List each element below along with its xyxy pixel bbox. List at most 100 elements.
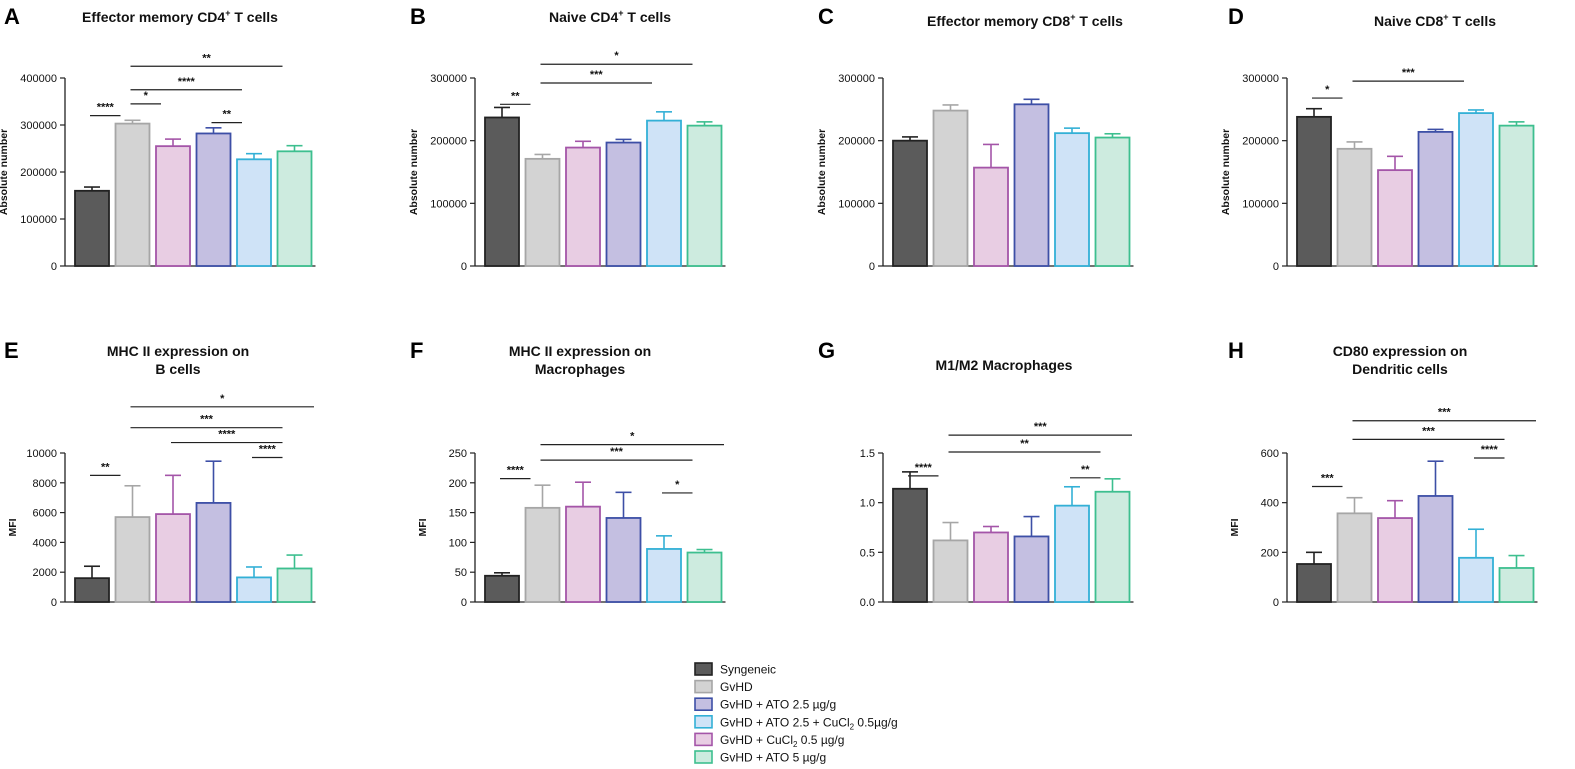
bar-ato5	[1094, 136, 1131, 267]
y-tick-label: 200000	[1242, 136, 1279, 148]
panel-letter: C	[818, 4, 834, 29]
panel-c: C Effector memory CD8+ T cells 0 100000 2000…	[816, 4, 1134, 273]
significance-label: *	[1325, 84, 1330, 96]
bar-cucl	[565, 505, 601, 603]
bar-ato25	[1013, 103, 1050, 267]
significance-label: ****	[97, 102, 115, 114]
panel-letter: H	[1228, 338, 1244, 363]
legend-text: 0.5µg/g	[854, 715, 898, 729]
bar-cu	[1054, 504, 1090, 603]
y-tick-label: 200000	[838, 136, 875, 148]
bar-syn	[74, 577, 110, 603]
y-tick-label: 200000	[430, 136, 467, 148]
y-axis-label: MFI	[7, 518, 19, 536]
bar-ato25	[195, 502, 232, 603]
bar-cu	[1458, 556, 1494, 603]
bar-cucl	[155, 145, 191, 267]
significance-label: *	[630, 431, 635, 443]
title-superscript: +	[1070, 12, 1075, 22]
panel-title: Naive CD4+ T cells	[549, 8, 671, 25]
bar-gvhd	[1336, 147, 1373, 267]
y-tick-label: 0	[51, 261, 57, 273]
significance-label: **	[101, 461, 110, 473]
bar-cu	[1054, 132, 1090, 267]
legend-text: GvHD + ATO 2.5 + CuCl	[720, 715, 850, 729]
bar-cu	[1458, 112, 1494, 267]
y-tick-label: 0	[1273, 597, 1279, 609]
panel-letter: G	[818, 338, 835, 363]
significance-label: *	[614, 50, 619, 62]
legend-subscript: 2	[850, 722, 855, 731]
bar-ato5	[276, 567, 313, 603]
significance-label: ***	[1402, 67, 1416, 79]
bar-gvhd	[114, 516, 151, 603]
y-tick-label: 0	[51, 597, 57, 609]
bar-ato5	[1094, 490, 1131, 603]
y-tick-label: 600	[1261, 448, 1279, 460]
y-tick-label: 200	[449, 478, 467, 490]
significance-label: ****	[218, 429, 236, 441]
title-text: T cells	[1075, 13, 1123, 29]
title-superscript: +	[618, 8, 623, 18]
panel-title: Naive CD8+ T cells	[1374, 12, 1496, 29]
panel-f: F MHC II expression on Macrophages 0 50 100 15…	[410, 338, 726, 609]
significance-label: **	[511, 90, 520, 102]
significance-label: *	[675, 479, 680, 491]
y-tick-label: 50	[455, 567, 467, 579]
bar-ato25	[195, 132, 232, 267]
bar-cucl	[155, 513, 191, 603]
bar-gvhd	[114, 122, 151, 267]
bar-ato25	[1417, 130, 1454, 267]
significance-label: ***	[610, 446, 624, 458]
y-tick-label: 0.0	[860, 597, 875, 609]
significance-label: ****	[1481, 444, 1499, 456]
bar-syn	[484, 116, 520, 267]
y-tick-label: 200000	[20, 167, 57, 179]
legend-label: GvHD	[720, 680, 753, 694]
legend-subscript: 2	[793, 740, 798, 749]
bar-cu	[236, 576, 272, 603]
panel-title-line: Macrophages	[535, 361, 625, 377]
bar-ato25	[605, 141, 642, 267]
significance-label: *	[144, 90, 149, 102]
panel-title-line: Dendritic cells	[1352, 361, 1448, 377]
y-tick-label: 0	[1273, 261, 1279, 273]
panel-d: D Naive CD8+ T cells 0 100000 200000 300000 Ab…	[1220, 4, 1538, 273]
significance-label: **	[1020, 438, 1029, 450]
panel-title-line: B cells	[155, 361, 200, 377]
panel-a: A Effector memory CD4+ T cells 0 100000 2000…	[0, 4, 316, 273]
y-tick-label: 8000	[33, 478, 57, 490]
y-axis-label: MFI	[417, 518, 429, 536]
panel-letter: B	[410, 4, 426, 29]
legend-label: GvHD + ATO 2.5 µg/g	[720, 698, 836, 712]
legend-label: GvHD + ATO 2.5 + CuCl2 0.5µg/g	[720, 715, 898, 731]
y-tick-label: 0.5	[860, 547, 875, 559]
legend-label: Syngeneic	[720, 663, 776, 677]
legend-text: GvHD + CuCl	[720, 733, 793, 747]
panel-h: H CD80 expression on Dendritic cells 0 200 40…	[1228, 338, 1538, 609]
panel-title-line: MHC II expression on	[107, 343, 249, 359]
y-tick-label: 4000	[33, 537, 57, 549]
y-tick-label: 300000	[20, 120, 57, 132]
legend-swatch-syn	[694, 662, 713, 676]
bar-cucl	[973, 531, 1009, 603]
y-tick-label: 100000	[1242, 198, 1279, 210]
y-tick-label: 400	[1261, 498, 1279, 510]
bar-syn	[1296, 115, 1332, 267]
panel-letter: F	[410, 338, 423, 363]
y-tick-label: 1.5	[860, 448, 875, 460]
y-tick-label: 100000	[838, 198, 875, 210]
y-tick-label: 300000	[1242, 73, 1279, 85]
significance-label: ***	[590, 69, 604, 81]
legend: Syngeneic GvHD GvHD + ATO 2.5 µg/g GvHD + A…	[694, 662, 898, 765]
y-tick-label: 400000	[20, 73, 57, 85]
significance-label: ***	[1422, 425, 1436, 437]
panel-letter: A	[4, 4, 20, 29]
bar-syn	[892, 139, 928, 267]
y-axis-label: Absolute number	[408, 129, 420, 215]
y-tick-label: 10000	[26, 448, 57, 460]
significance-label: ****	[915, 462, 933, 474]
bar-cu	[236, 158, 272, 267]
legend-swatch-cu	[694, 714, 713, 729]
y-tick-label: 300000	[838, 73, 875, 85]
